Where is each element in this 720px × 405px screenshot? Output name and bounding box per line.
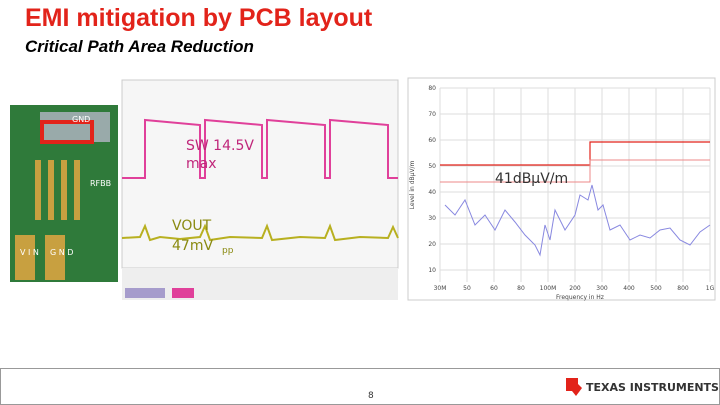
pcb-label: RFBB bbox=[90, 179, 111, 188]
y-tick-label: 50 bbox=[428, 163, 436, 170]
x-tick-label: 300 bbox=[596, 285, 608, 292]
scope-label: VOUT bbox=[172, 218, 212, 234]
x-tick-label: 500 bbox=[650, 285, 662, 292]
axis-label: Level in dBµV/m bbox=[409, 160, 416, 209]
x-tick-label: 60 bbox=[490, 285, 498, 292]
x-tick-label: 1G bbox=[706, 285, 715, 292]
title: EMI mitigation by PCB layout bbox=[25, 4, 373, 32]
scope-label: max bbox=[186, 156, 217, 172]
y-tick-label: 30 bbox=[428, 215, 436, 222]
pcb-traces bbox=[35, 160, 80, 220]
x-tick-label: 100M bbox=[540, 285, 557, 292]
pcb-label: GND bbox=[72, 115, 90, 124]
pcb-label: G N D bbox=[50, 248, 73, 257]
emi-frame bbox=[407, 77, 716, 301]
scope-panel bbox=[122, 268, 398, 300]
x-tick-label: 200 bbox=[569, 285, 581, 292]
y-tick-label: 40 bbox=[428, 189, 436, 196]
y-tick-label: 10 bbox=[428, 267, 436, 274]
pcb-pad bbox=[15, 235, 35, 280]
scope-label: pp bbox=[222, 246, 234, 256]
scope-label: SW 14.5V bbox=[186, 138, 254, 154]
scope-label: 47mV bbox=[172, 238, 213, 254]
emi-grid: 80 70 60 50 40 30 20 10 30M 50 60 80 100M 200 300 400 50… bbox=[428, 85, 714, 292]
vout-trace bbox=[121, 223, 399, 242]
x-tick-label: 50 bbox=[463, 285, 471, 292]
page-number: 8 bbox=[368, 391, 374, 401]
limit-line bbox=[440, 159, 710, 183]
ti-logo-mark bbox=[566, 378, 582, 396]
pcb-pad bbox=[40, 112, 110, 142]
emi-trace bbox=[444, 184, 711, 257]
scope-tag bbox=[125, 288, 165, 298]
emi-annotation: 41dBμV/m bbox=[495, 171, 568, 187]
pcb-loop-highlight bbox=[40, 120, 94, 144]
x-tick-label: 800 bbox=[677, 285, 689, 292]
sw-trace bbox=[122, 118, 398, 179]
ti-logo-text: TEXAS INSTRUMENTS bbox=[586, 381, 719, 394]
subtitle: Critical Path Area Reduction bbox=[25, 37, 254, 56]
pcb-label: V I N bbox=[20, 248, 39, 257]
x-tick-label: 400 bbox=[623, 285, 635, 292]
scope-tag bbox=[172, 288, 194, 298]
y-tick-label: 60 bbox=[428, 137, 436, 144]
y-tick-label: 20 bbox=[428, 241, 436, 248]
x-tick-label: 30M bbox=[434, 285, 447, 292]
limit-line bbox=[440, 141, 710, 166]
y-tick-label: 80 bbox=[428, 85, 436, 92]
y-tick-label: 70 bbox=[428, 111, 436, 118]
axis-label: Frequency in Hz bbox=[556, 294, 604, 301]
scope-screen bbox=[121, 79, 399, 269]
x-tick-label: 80 bbox=[517, 285, 525, 292]
pcb-pad bbox=[45, 235, 65, 280]
